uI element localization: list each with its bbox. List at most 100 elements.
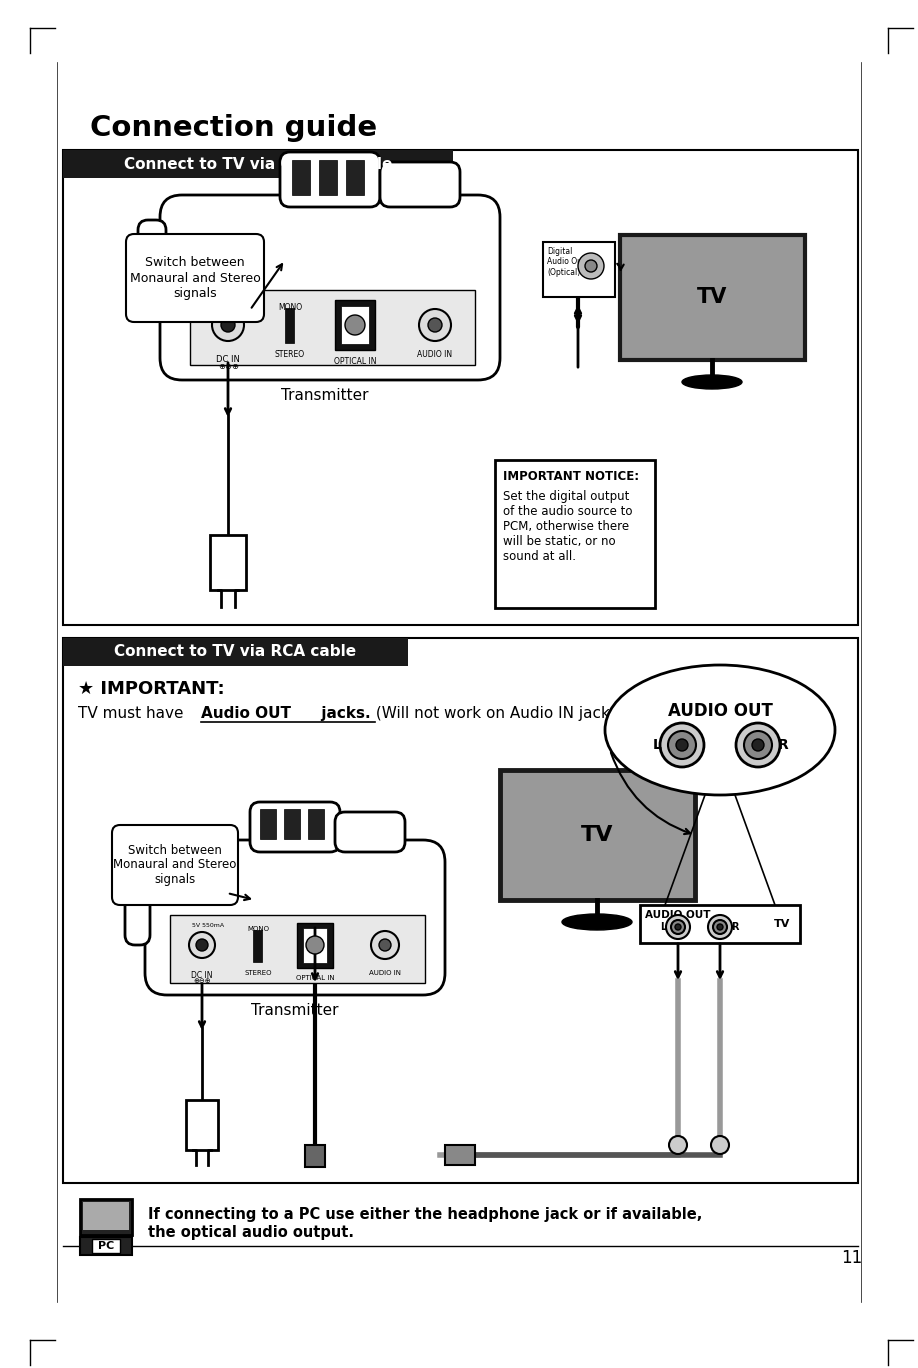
Circle shape [371,932,399,959]
Bar [253,930,262,962]
Bar [445,1145,475,1166]
Text: ⊕⊖⊕: ⊕⊖⊕ [193,978,210,984]
Circle shape [578,253,604,279]
Circle shape [669,1135,687,1155]
Bar [63,150,453,178]
Circle shape [419,309,451,341]
Circle shape [744,731,772,759]
Bar [63,637,408,666]
Circle shape [428,317,442,332]
Text: ⊕⊖⊕: ⊕⊖⊕ [218,363,239,371]
Circle shape [189,932,215,958]
Text: DC IN: DC IN [216,356,240,364]
FancyBboxPatch shape [125,865,150,945]
Text: ★ IMPORTANT:: ★ IMPORTANT: [78,680,225,698]
Bar [63,150,858,625]
Text: Set the digital output
of the audio source to
PCM, otherwise there
will be stati: Set the digital output of the audio sour… [503,490,633,564]
Text: OPTICAL IN: OPTICAL IN [334,357,376,367]
Text: STEREO: STEREO [244,970,272,975]
Bar [308,808,324,839]
Bar [80,1198,132,1235]
Text: R: R [778,737,789,752]
Bar [335,300,375,350]
FancyBboxPatch shape [250,802,340,852]
Text: R: R [732,922,739,932]
Bar [186,1100,218,1150]
Bar [500,770,695,900]
Text: TV: TV [774,919,790,929]
Bar [495,460,655,607]
Text: 5V 550mA: 5V 550mA [192,923,224,928]
Text: MONO: MONO [247,926,269,932]
Text: STEREO: STEREO [274,350,305,358]
Bar [63,637,858,1183]
Bar [190,290,475,365]
Circle shape [711,1135,729,1155]
Ellipse shape [605,665,835,795]
Text: Switch between
Monaural and Stereo
signals: Switch between Monaural and Stereo signa… [129,257,261,300]
Circle shape [379,938,391,951]
FancyBboxPatch shape [335,813,405,852]
Text: 11: 11 [842,1249,863,1267]
Bar [285,308,294,343]
Circle shape [196,938,208,951]
Bar [92,1239,120,1253]
FancyBboxPatch shape [112,825,238,906]
Circle shape [345,315,365,335]
Bar [303,928,327,963]
FancyBboxPatch shape [138,220,166,311]
Ellipse shape [562,914,632,930]
Bar [292,160,310,196]
Bar [346,160,364,196]
Circle shape [660,724,704,767]
Text: IMPORTANT NOTICE:: IMPORTANT NOTICE: [503,471,639,483]
Bar [83,1202,129,1230]
Bar [210,535,246,590]
Circle shape [221,317,235,332]
Text: TV: TV [581,825,613,845]
Circle shape [736,724,780,767]
Text: Digital
Audio Out
(Optical): Digital Audio Out (Optical) [547,248,585,276]
Text: L: L [653,737,662,752]
Circle shape [717,923,723,930]
Text: Audio OUT: Audio OUT [201,706,291,721]
FancyBboxPatch shape [160,196,500,380]
Circle shape [752,739,764,751]
Text: OPTICAL IN: OPTICAL IN [296,975,334,981]
Text: jacks.: jacks. [316,706,371,721]
Bar [620,235,805,360]
Circle shape [212,309,244,341]
Bar [284,808,300,839]
Text: 5V 550mA: 5V 550mA [216,300,252,306]
Text: Connection guide: Connection guide [90,114,377,142]
Text: DC IN: DC IN [191,971,213,979]
FancyBboxPatch shape [126,234,264,321]
Bar [341,306,369,343]
Circle shape [306,936,324,953]
Bar [170,915,425,984]
Bar [319,160,337,196]
Text: TV must have: TV must have [78,706,188,721]
Text: AUDIO IN: AUDIO IN [369,970,401,975]
Text: (Will not work on Audio IN jacks.): (Will not work on Audio IN jacks.) [371,706,629,721]
Circle shape [708,915,732,938]
Ellipse shape [682,375,742,389]
FancyBboxPatch shape [380,161,460,207]
Circle shape [675,923,681,930]
Circle shape [676,739,688,751]
Text: AUDIO OUT: AUDIO OUT [667,702,772,720]
Bar [305,1145,325,1167]
Text: Transmitter: Transmitter [281,389,369,404]
Text: AUDIO OUT: AUDIO OUT [645,910,711,921]
Circle shape [668,731,696,759]
Text: MONO: MONO [278,302,302,312]
Bar [260,808,276,839]
Text: Transmitter: Transmitter [252,1003,339,1018]
FancyBboxPatch shape [145,840,445,995]
Circle shape [666,915,690,938]
Bar [80,1237,132,1254]
Text: AUDIO IN: AUDIO IN [418,350,453,358]
Circle shape [585,260,597,272]
Text: Connect to TV via Optical cable: Connect to TV via Optical cable [124,156,392,171]
Text: If connecting to a PC use either the headphone jack or if available,: If connecting to a PC use either the hea… [148,1207,702,1222]
